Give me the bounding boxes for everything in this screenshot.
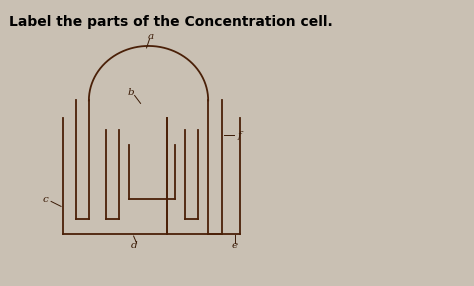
Text: a: a <box>147 31 154 41</box>
Text: b: b <box>128 88 134 97</box>
Text: c: c <box>42 195 48 204</box>
Text: f: f <box>238 131 242 140</box>
Text: Label the parts of the Concentration cell.: Label the parts of the Concentration cel… <box>9 15 333 29</box>
Text: d: d <box>130 241 137 251</box>
Text: e: e <box>232 241 238 251</box>
